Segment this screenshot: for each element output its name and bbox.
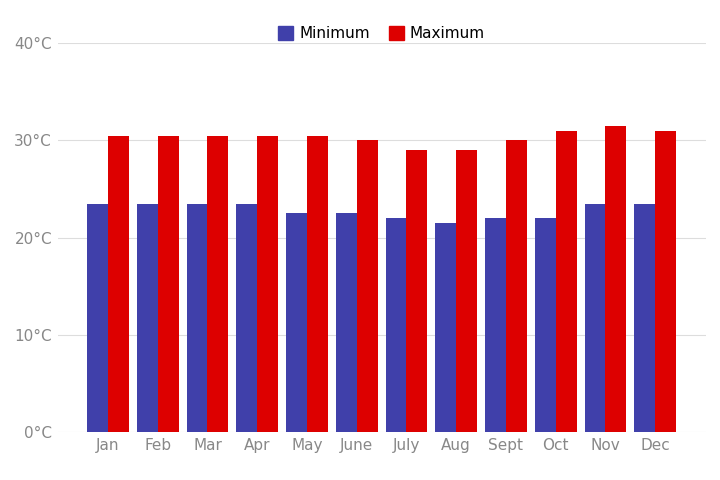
Bar [485,218,506,432]
Bar [407,150,428,432]
Bar [336,213,356,432]
Bar [257,135,278,432]
Bar [236,204,257,432]
Bar [137,204,158,432]
Bar [286,213,307,432]
Bar [535,218,556,432]
Bar [506,140,527,432]
Bar [108,135,129,432]
Bar [456,150,477,432]
Bar [186,204,207,432]
Legend: Minimum, Maximum: Minimum, Maximum [272,20,491,47]
Bar [356,140,377,432]
Bar [307,135,328,432]
Bar [655,131,676,432]
Bar [386,218,407,432]
Bar [87,204,108,432]
Bar [556,131,577,432]
Bar [158,135,179,432]
Bar [585,204,606,432]
Bar [634,204,655,432]
Bar [436,223,456,432]
Bar [606,126,626,432]
Bar [207,135,228,432]
